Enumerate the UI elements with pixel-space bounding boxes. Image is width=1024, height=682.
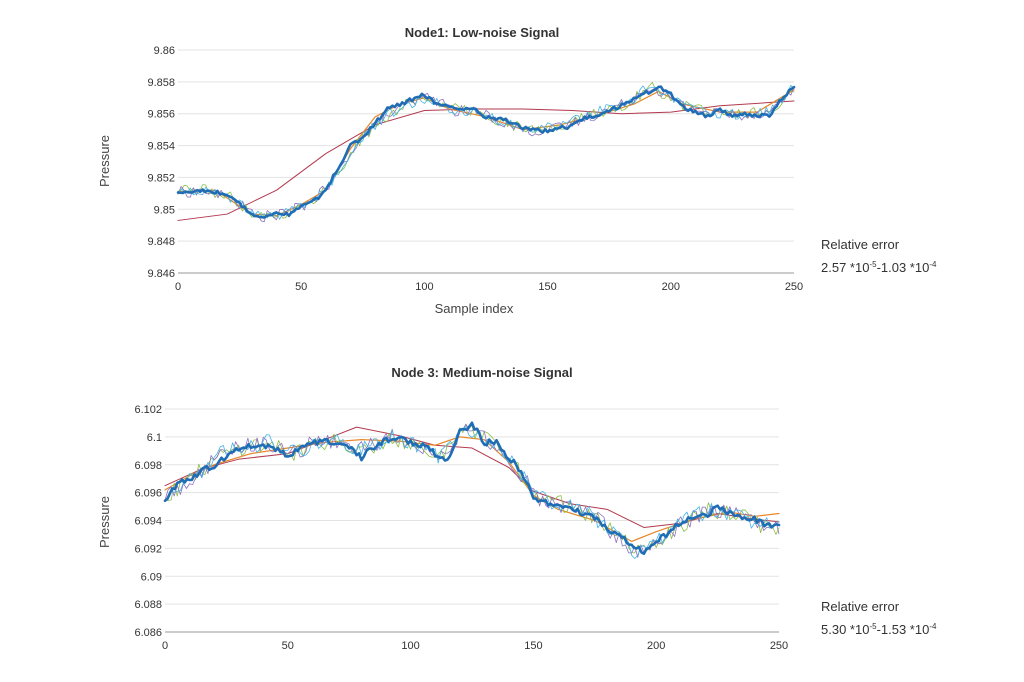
relative-error-value: 2.57 *10-5-1.03 *10-4 — [821, 260, 937, 275]
series-group — [176, 81, 796, 223]
x-tick-label: 200 — [647, 640, 665, 652]
chart-node1: Node1: Low-noise Signal 9.8469.8489.859.… — [97, 25, 937, 316]
error-exponent-1: -5 — [869, 622, 877, 631]
y-tick-label: 9.846 — [147, 268, 175, 280]
x-tick-label: 100 — [415, 281, 433, 293]
y-tick-label: 6.098 — [134, 460, 162, 472]
x-tick-label: 150 — [524, 640, 542, 652]
y-axis-label: Pressure — [97, 135, 112, 187]
y-tick-label: 6.092 — [134, 543, 162, 555]
chart-node3: Node 3: Medium-noise Signal 6.0866.0886.… — [97, 365, 937, 652]
y-tick-label: 6.088 — [134, 599, 162, 611]
y-tick-labels: 9.846 9.848 9.85 9.852 9.854 9.856 9.858 9.86 — [147, 45, 175, 280]
y-tick-label: 6.096 — [134, 488, 162, 500]
x-tick-label: 200 — [662, 281, 680, 293]
x-tick-label: 150 — [538, 281, 556, 293]
error-base-1: 5.30 *10 — [821, 622, 869, 637]
y-tick-label: 6.09 — [141, 571, 162, 583]
error-exponent-2: -4 — [929, 260, 937, 269]
y-tick-label: 6.102 — [134, 404, 162, 416]
y-tick-label: 9.848 — [147, 236, 175, 248]
y-tick-label: 9.858 — [147, 77, 175, 89]
y-tick-label: 9.86 — [154, 45, 175, 57]
chart-title: Node 3: Medium-noise Signal — [391, 365, 572, 380]
relative-error-heading: Relative error — [821, 599, 900, 614]
series-line-noisy — [177, 84, 795, 220]
series-line-noisy — [177, 85, 795, 223]
y-tick-label: 6.086 — [134, 627, 162, 639]
y-tick-label: 9.854 — [147, 141, 175, 153]
relative-error-value: 5.30 *10-5-1.53 *10-4 — [821, 622, 937, 637]
series-line-smooth — [177, 100, 795, 221]
y-tick-label: 9.856 — [147, 109, 175, 121]
series-line-noisy — [164, 423, 780, 554]
error-exponent-1: -5 — [869, 260, 877, 269]
series-line-main — [176, 85, 796, 219]
series-line-noisy — [164, 426, 780, 559]
x-tick-label: 50 — [295, 281, 307, 293]
chart-title: Node1: Low-noise Signal — [405, 25, 560, 40]
y-tick-labels: 6.086 6.088 6.09 6.092 6.094 6.096 6.098 6.1 6.1… — [134, 404, 162, 639]
series-line-noisy — [164, 423, 780, 558]
series-line-noisy — [177, 81, 795, 219]
y-tick-label: 6.094 — [134, 516, 162, 528]
x-tick-label: 100 — [401, 640, 419, 652]
error-base-2: -1.03 *10 — [877, 260, 930, 275]
y-axis-label: Pressure — [97, 496, 112, 548]
x-tick-labels: 0 50 100 150 200 250 — [175, 281, 803, 293]
x-tick-label: 0 — [175, 281, 181, 293]
x-tick-label: 250 — [785, 281, 803, 293]
gridlines — [165, 408, 779, 605]
x-tick-label: 250 — [770, 640, 788, 652]
y-tick-label: 9.85 — [154, 204, 175, 216]
series-line-main — [163, 421, 781, 556]
x-tick-labels: 0 50 100 150 200 250 — [162, 640, 788, 652]
series-group — [163, 421, 781, 559]
x-tick-label: 0 — [162, 640, 168, 652]
x-tick-label: 50 — [282, 640, 294, 652]
y-tick-label: 9.852 — [147, 172, 175, 184]
x-axis-label: Sample index — [435, 301, 514, 316]
error-exponent-2: -4 — [929, 622, 937, 631]
relative-error-heading: Relative error — [821, 237, 900, 252]
error-base-2: -1.53 *10 — [877, 622, 930, 637]
error-base-1: 2.57 *10 — [821, 260, 869, 275]
y-tick-label: 6.1 — [147, 432, 162, 444]
